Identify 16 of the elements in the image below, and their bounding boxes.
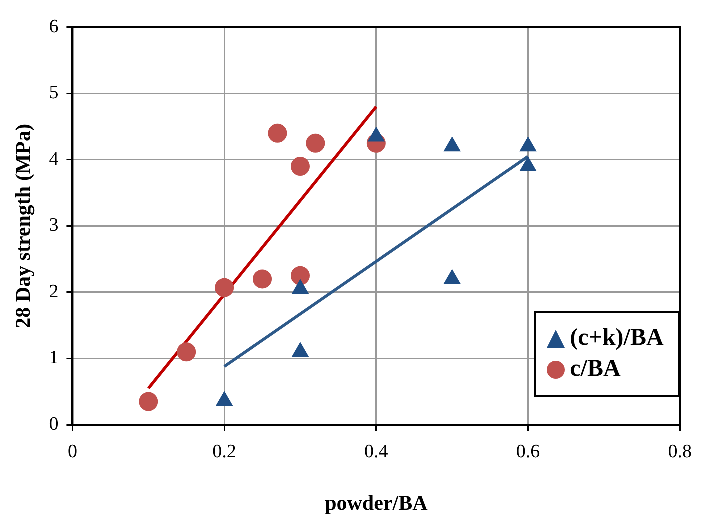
legend-label: (c+k)/BA xyxy=(570,325,664,352)
legend-label: c/BA xyxy=(570,356,621,383)
y-tick-label: 4 xyxy=(49,148,60,170)
y-tick-label: 6 xyxy=(49,16,59,38)
y-tick-label: 0 xyxy=(49,414,59,435)
x-tick-label: 0.6 xyxy=(516,441,540,462)
x-tick-label: 0.2 xyxy=(212,441,236,462)
y-tick-label: 3 xyxy=(49,215,59,236)
y-tick-label: 2 xyxy=(49,281,59,302)
y-axis-title: 28 Day strength (MPa) xyxy=(11,124,36,328)
x-axis-title: powder/BA xyxy=(325,490,429,515)
x-tick-label: 0 xyxy=(68,441,78,462)
x-tick-label: 0.4 xyxy=(364,441,389,462)
x-tick-label: 0.8 xyxy=(668,441,692,462)
y-tick-label: 1 xyxy=(49,348,59,369)
y-tick-label: 5 xyxy=(49,82,59,104)
